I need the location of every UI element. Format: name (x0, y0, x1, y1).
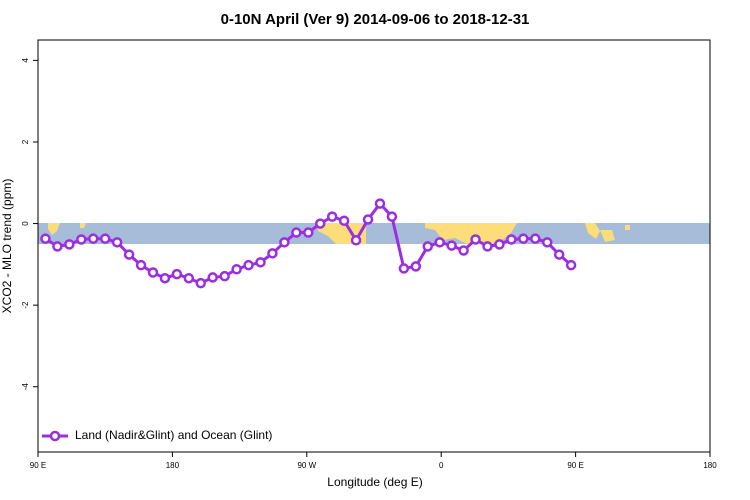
point (303, 227, 314, 238)
y-tick-label: 2 (21, 139, 30, 144)
point (64, 239, 75, 250)
point (506, 234, 517, 245)
point (482, 241, 493, 252)
point (565, 259, 577, 271)
x-tick-label: 180 (703, 461, 717, 470)
point (362, 214, 374, 225)
point (326, 211, 338, 222)
point (350, 235, 362, 246)
x-tick-label: 90 E (30, 461, 46, 470)
legend-marker (49, 430, 61, 442)
point (207, 272, 218, 283)
x-tick-label: 90 E (567, 461, 583, 470)
point (219, 270, 230, 282)
point (195, 277, 207, 289)
legend-label: Land (Nadir&Glint) and Ocean (Glint) (75, 428, 272, 442)
map-strip (38, 223, 710, 244)
point (279, 237, 290, 248)
point (422, 241, 434, 252)
point (171, 268, 183, 280)
point (494, 239, 505, 250)
point (314, 218, 326, 229)
point (530, 233, 541, 244)
point (291, 227, 302, 238)
x-tick-label: 90 W (297, 461, 316, 470)
point (434, 237, 445, 248)
x-axis-label: Longitude (deg E) (327, 475, 422, 489)
point (374, 198, 386, 209)
y-tick-label: -2 (21, 301, 30, 309)
point (111, 237, 123, 248)
point (470, 234, 481, 245)
point (52, 241, 63, 252)
point (231, 264, 242, 275)
point (147, 267, 159, 278)
point (135, 259, 147, 271)
point (159, 272, 171, 284)
point (76, 234, 87, 245)
point (123, 249, 135, 260)
point (458, 245, 469, 256)
point (398, 263, 410, 274)
y-tick-label: -4 (21, 383, 30, 391)
point (99, 233, 111, 244)
point (243, 259, 254, 271)
chart-title: 0-10N April (Ver 9) 2014-09-06 to 2018-1… (221, 11, 530, 28)
point (338, 215, 350, 226)
point (541, 237, 553, 248)
point (553, 249, 565, 260)
point (267, 248, 278, 259)
x-tick-label: 180 (166, 461, 180, 470)
x-tick-label: 0 (439, 461, 444, 470)
point (518, 233, 529, 244)
point (446, 240, 457, 251)
point (386, 211, 398, 222)
point (88, 233, 99, 244)
point (410, 261, 422, 272)
y-tick-label: 0 (21, 221, 30, 226)
point (255, 257, 266, 268)
y-axis-label: XCO2 - MLO trend (ppm) (0, 179, 14, 314)
y-tick-label: 4 (21, 58, 30, 63)
point (183, 272, 195, 284)
point (40, 233, 51, 244)
plot-frame (37, 39, 711, 453)
